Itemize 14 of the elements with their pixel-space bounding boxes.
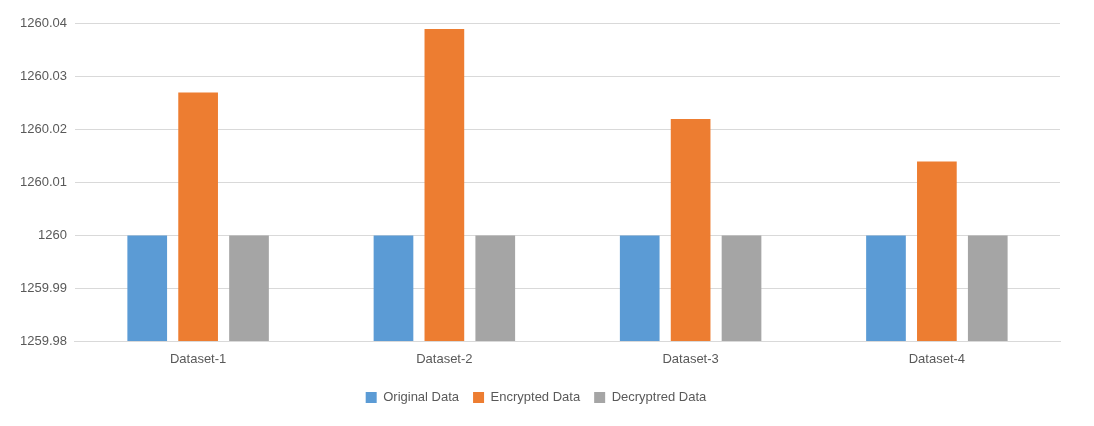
- x-tick-label: Dataset-3: [662, 350, 719, 366]
- y-tick-label: 1259.99: [19, 280, 67, 296]
- x-tick-label: Dataset-4: [908, 350, 966, 366]
- y-tick-label: 1260.04: [19, 15, 67, 31]
- y-tick-label: 1260: [38, 227, 67, 243]
- y-tick-label: 1259.98: [19, 332, 67, 348]
- x-tick-label: Dataset-1: [169, 350, 227, 366]
- y-tick-label: 1260.02: [19, 121, 67, 137]
- x-tick-label: Dataset-2: [416, 350, 473, 366]
- legend-label: Original Data: [383, 389, 460, 405]
- legend-label: Decryptred Data: [611, 389, 708, 405]
- legend-label: Encrypted Data: [490, 389, 581, 405]
- y-tick-label: 1260.01: [19, 174, 67, 190]
- y-tick-label: 1260.03: [19, 68, 67, 84]
